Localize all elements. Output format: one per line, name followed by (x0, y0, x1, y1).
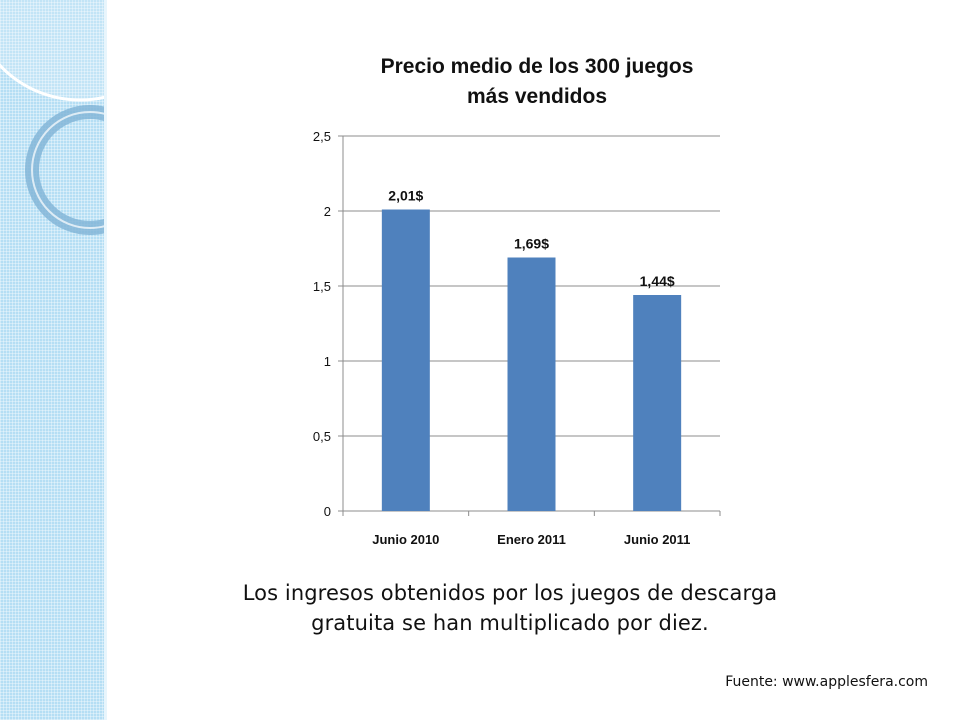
y-tick-label: 0 (324, 504, 331, 519)
y-tick-label: 2,5 (313, 129, 331, 144)
source-credit: Fuente: www.applesfera.com (725, 674, 928, 690)
y-tick-label: 2 (324, 204, 331, 219)
x-tick-label: Junio 2011 (624, 532, 690, 547)
x-tick-label: Junio 2010 (372, 532, 439, 547)
slide-caption: Los ingresos obtenidos por los juegos de… (242, 581, 778, 635)
x-tick-label: Enero 2011 (497, 532, 566, 547)
bar (633, 295, 682, 511)
chart-title-line-1: Precio medio de los 300 juegos (381, 55, 694, 78)
decorative-circles-graphic (0, 0, 106, 235)
bar (507, 257, 556, 511)
bar-data-label: 1,44$ (640, 273, 675, 289)
bar-chart: Precio medio de los 300 juegos más vendi… (280, 40, 740, 560)
side-band-edge (104, 0, 107, 720)
y-tick-label: 1 (324, 354, 331, 369)
chart-title-line-2: más vendidos (467, 85, 607, 108)
bar-data-label: 1,69$ (514, 236, 549, 252)
bar (381, 209, 430, 511)
bar-chart-svg: Precio medio de los 300 juegos más vendi… (313, 55, 721, 547)
y-tick-label: 1,5 (313, 279, 331, 294)
decorative-side-band (0, 0, 107, 720)
bar-data-label: 2,01$ (388, 188, 423, 204)
y-tick-label: 0,5 (313, 429, 331, 444)
